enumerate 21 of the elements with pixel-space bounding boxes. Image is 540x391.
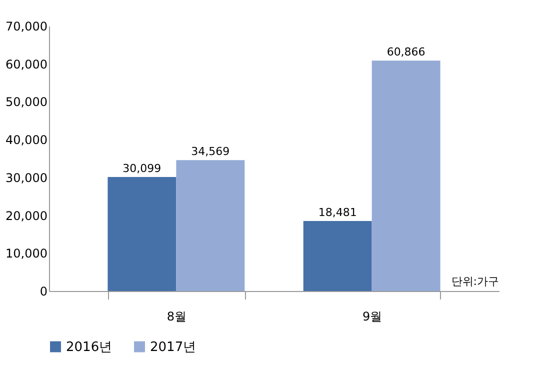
y-tick-label: 0 <box>40 284 48 298</box>
y-tick-label: 20,000 <box>6 208 48 223</box>
annotation: 단위:가구 <box>451 275 499 288</box>
legend-label: 2017년 <box>150 340 196 355</box>
y-tick-label: 70,000 <box>6 20 48 34</box>
y-tick-label: 30,000 <box>6 170 48 185</box>
bar <box>176 160 245 291</box>
data-label: 18,481 <box>318 206 357 220</box>
y-tick-label: 10,000 <box>6 246 48 261</box>
legend-label: 2016년 <box>66 340 112 355</box>
data-label: 30,099 <box>122 162 162 176</box>
data-label: 34,569 <box>191 145 230 158</box>
x-tick-label: 8월 <box>166 310 186 324</box>
bar <box>108 177 176 291</box>
y-tick-label: 60,000 <box>6 57 48 72</box>
data-label: 60,866 <box>386 46 426 59</box>
y-tick-label: 50,000 <box>6 95 48 110</box>
bar <box>372 60 440 291</box>
x-tick-label: 9월 <box>362 310 382 324</box>
bar <box>303 221 372 291</box>
y-tick-label: 40,000 <box>6 133 48 148</box>
